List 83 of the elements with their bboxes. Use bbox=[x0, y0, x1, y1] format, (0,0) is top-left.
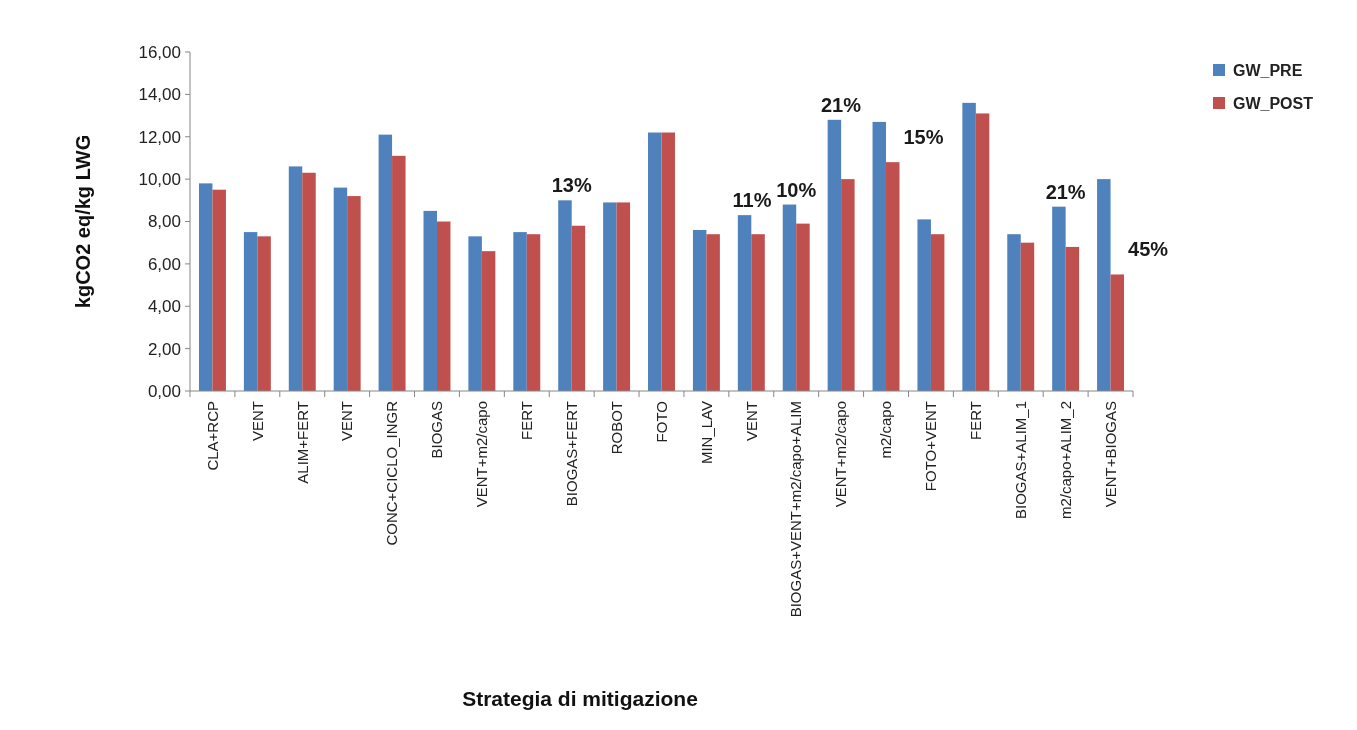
bar bbox=[481, 251, 496, 391]
bar bbox=[468, 236, 482, 391]
annotation: 21% bbox=[820, 94, 862, 116]
bar bbox=[827, 119, 842, 391]
x-tick-label: FERT bbox=[967, 401, 985, 440]
bar bbox=[392, 155, 406, 391]
bar bbox=[962, 102, 976, 391]
x-tick-label: BIOGAS bbox=[428, 401, 446, 459]
bar bbox=[841, 179, 855, 391]
x-tick-label: VENT bbox=[742, 401, 760, 442]
y-tick-label: 6,00 bbox=[147, 254, 181, 274]
x-tick-label: VENT bbox=[248, 401, 266, 442]
bar bbox=[737, 215, 752, 391]
x-tick-label: VENT+BIOGAS bbox=[1101, 401, 1119, 508]
y-axis-title: kgCO2 eq/kg LWG bbox=[72, 134, 94, 309]
bar bbox=[1020, 242, 1035, 391]
annotation: 13% bbox=[551, 174, 592, 197]
bar bbox=[706, 234, 720, 391]
bar bbox=[917, 219, 931, 391]
x-tick-label: CONC+CICLO_INGR bbox=[383, 400, 401, 546]
bar bbox=[603, 202, 617, 391]
bar bbox=[648, 132, 662, 391]
y-tick-label: 2,00 bbox=[147, 339, 181, 359]
bar bbox=[1007, 234, 1021, 391]
bar bbox=[782, 204, 797, 391]
x-tick-label: m2/capo bbox=[877, 401, 895, 459]
y-tick-label: 14,00 bbox=[138, 85, 181, 105]
x-tick-label: BIOGAS+VENT+m2/capo+ALIM bbox=[787, 401, 805, 618]
x-tick-label: MIN_LAV bbox=[697, 401, 715, 465]
bar bbox=[513, 232, 527, 391]
y-tick-label: 16,00 bbox=[138, 42, 181, 62]
bar bbox=[212, 189, 226, 391]
bar bbox=[333, 187, 348, 391]
bar bbox=[198, 183, 213, 391]
bar bbox=[692, 229, 707, 391]
bar bbox=[526, 234, 541, 391]
annotation: 10% bbox=[776, 178, 817, 201]
x-tick-label: m2/capo+ALIM_2 bbox=[1056, 401, 1074, 519]
bar bbox=[796, 223, 810, 391]
bar bbox=[886, 162, 900, 391]
x-tick-label: FERT bbox=[518, 401, 536, 440]
bar bbox=[243, 232, 258, 391]
x-tick-label: BIOGAS+FERT bbox=[562, 401, 580, 507]
bar bbox=[558, 200, 572, 391]
bar bbox=[302, 172, 316, 391]
x-tick-label: FOTO+VENT bbox=[922, 401, 940, 492]
bar bbox=[616, 202, 631, 391]
y-tick-label: 8,00 bbox=[147, 212, 181, 232]
bar bbox=[347, 196, 361, 391]
legend-label: GW_POST bbox=[1233, 94, 1314, 112]
x-tick-label: VENT+m2/capo bbox=[832, 401, 850, 508]
bar bbox=[436, 221, 451, 391]
bar bbox=[975, 113, 990, 391]
x-tick-label: VENT bbox=[338, 401, 356, 442]
x-tick-label: FOTO bbox=[652, 401, 670, 443]
y-tick-label: 10,00 bbox=[138, 170, 181, 190]
y-tick-label: 4,00 bbox=[147, 297, 181, 317]
bar bbox=[1065, 246, 1080, 391]
annotation: 45% bbox=[1128, 238, 1169, 261]
bar bbox=[378, 134, 393, 391]
bar bbox=[751, 234, 765, 391]
y-tick-label: 12,00 bbox=[138, 127, 181, 147]
annotation: 11% bbox=[732, 189, 772, 211]
bar bbox=[257, 236, 271, 391]
x-tick-label: ROBOT bbox=[607, 401, 625, 455]
bar bbox=[288, 166, 303, 391]
bar bbox=[1110, 274, 1125, 391]
bar bbox=[930, 234, 945, 391]
legend-label: GW_PRE bbox=[1233, 61, 1303, 79]
bar bbox=[571, 225, 586, 391]
bar bbox=[872, 121, 887, 391]
x-tick-label: VENT+m2/capo bbox=[473, 401, 491, 508]
bar bbox=[1097, 179, 1111, 391]
bar bbox=[1052, 206, 1066, 391]
annotation: 15% bbox=[903, 126, 944, 149]
y-tick-label: 0,00 bbox=[147, 381, 181, 401]
annotation: 21% bbox=[1045, 180, 1086, 203]
x-axis-title: Strategia di mitigazione bbox=[462, 687, 698, 710]
bar bbox=[661, 132, 675, 391]
bar bbox=[423, 210, 437, 391]
x-tick-label: CLA+RCP bbox=[203, 401, 221, 471]
x-tick-label: ALIM+FERT bbox=[293, 401, 311, 484]
x-tick-label: BIOGAS+ALIM_1 bbox=[1011, 401, 1029, 519]
